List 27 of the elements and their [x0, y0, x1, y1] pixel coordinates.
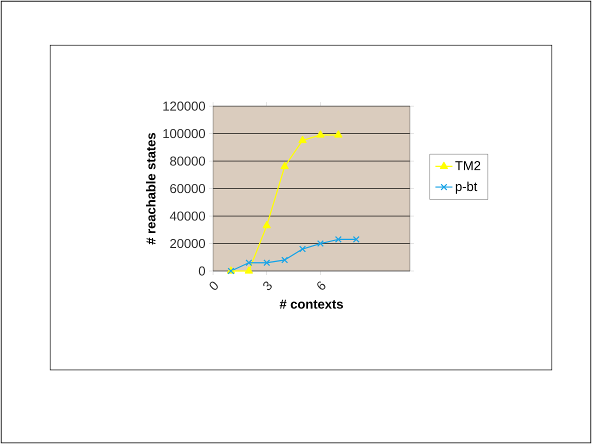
y-tick-label: 20000: [170, 238, 206, 248]
y-tick-label: 60000: [170, 184, 206, 194]
y-tick-label: 120000: [163, 101, 206, 111]
point: [245, 259, 252, 266]
y-axis-title: # reachable states: [146, 132, 156, 244]
point: [298, 136, 307, 144]
point: [334, 236, 342, 243]
y-tick-label: 40000: [170, 211, 206, 221]
point: [299, 246, 306, 252]
x-axis-title: # contexts: [280, 300, 343, 309]
x-tick-label: 0: [210, 282, 218, 290]
legend-label: p-bt: [456, 182, 478, 194]
point: [316, 130, 325, 138]
point: [281, 256, 288, 264]
point: [317, 240, 324, 247]
y-tick-label: 80000: [170, 156, 206, 166]
x-tick-label: 3: [263, 281, 272, 290]
point: [263, 259, 270, 266]
point: [262, 221, 271, 228]
point: [352, 236, 360, 243]
point: [244, 266, 253, 274]
legend-label: TM2: [455, 161, 480, 170]
y-tick-label: 0: [198, 266, 206, 276]
x-tick-label: 6: [317, 281, 326, 290]
point: [280, 162, 289, 170]
point: [334, 130, 342, 138]
y-tick-label: 100000: [163, 128, 206, 138]
